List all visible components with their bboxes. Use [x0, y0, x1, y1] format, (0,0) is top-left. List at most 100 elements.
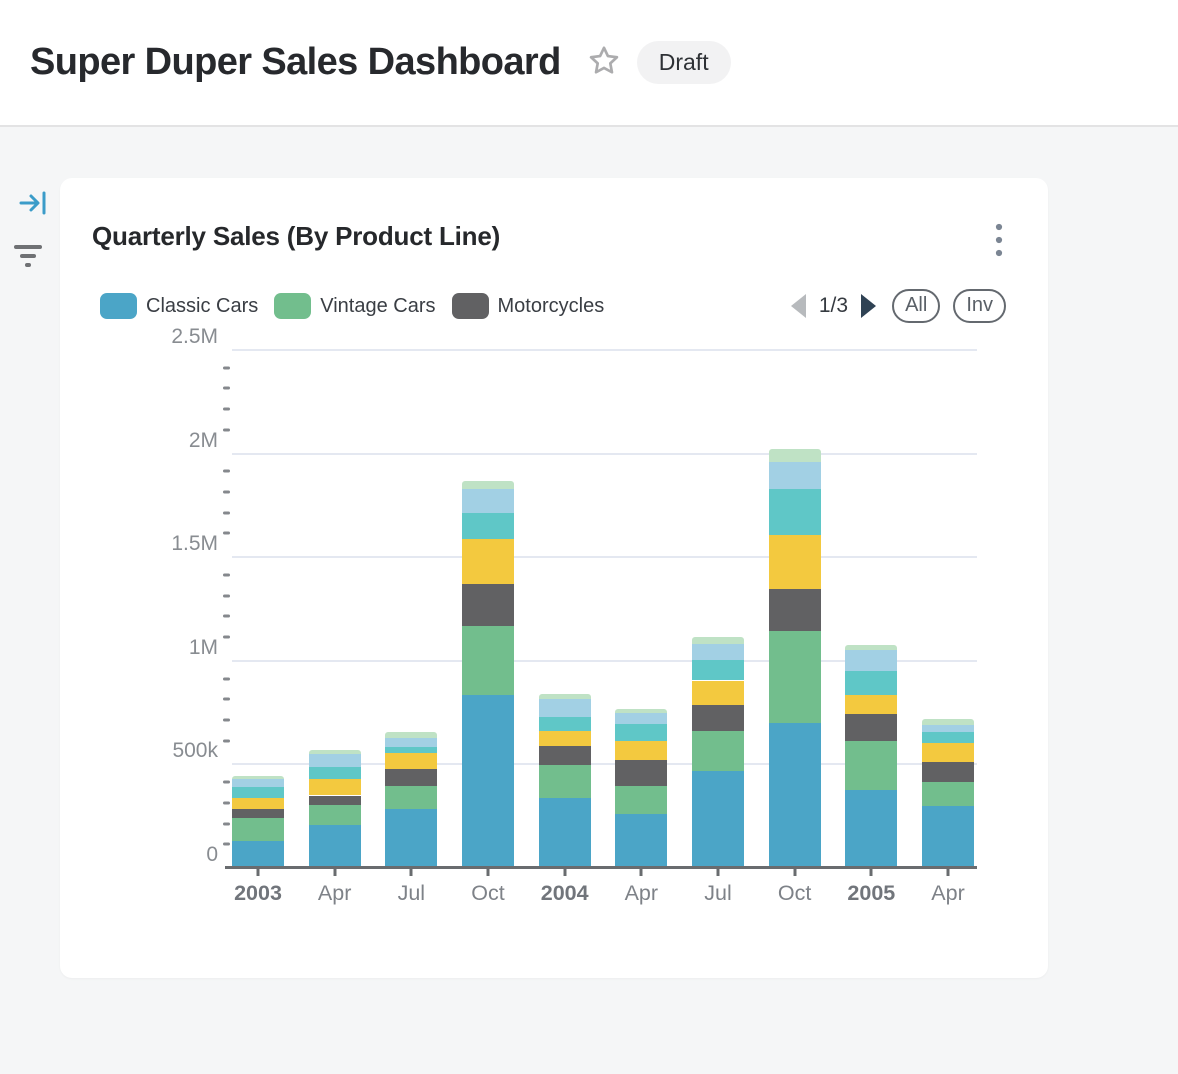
- bar-segment[interactable]: [692, 643, 744, 660]
- bar-segment[interactable]: [462, 626, 514, 696]
- invert-selection-button[interactable]: Inv: [953, 289, 1006, 323]
- legend-pager: 1/3: [790, 294, 877, 318]
- bar-segment[interactable]: [232, 778, 284, 788]
- filter-icon: [12, 245, 44, 272]
- y-axis-label: 0: [206, 843, 218, 866]
- bar-segment[interactable]: [845, 645, 898, 651]
- legend-item-vintage-cars[interactable]: Vintage Cars: [274, 293, 436, 319]
- favorite-button[interactable]: [585, 44, 623, 82]
- bar-segment[interactable]: [308, 795, 361, 806]
- bar-segment[interactable]: [308, 779, 361, 796]
- y-minor-tick: [223, 780, 230, 784]
- bar-segment[interactable]: [922, 732, 974, 743]
- legend-swatch: [100, 293, 137, 319]
- bar-segment[interactable]: [538, 797, 591, 868]
- status-badge: Draft: [636, 41, 731, 84]
- bar-segment[interactable]: [308, 824, 361, 868]
- bar-segment[interactable]: [768, 588, 821, 632]
- legend-item-classic-cars[interactable]: Classic Cars: [100, 293, 258, 319]
- bar-segment[interactable]: [922, 762, 974, 783]
- bar-segment[interactable]: [615, 786, 668, 814]
- bar-segment[interactable]: [462, 583, 514, 627]
- bar-segment[interactable]: [462, 539, 514, 584]
- bar-segment[interactable]: [232, 775, 284, 779]
- bar-segment[interactable]: [845, 650, 898, 671]
- bar-segment[interactable]: [232, 818, 284, 842]
- bar-segment[interactable]: [922, 805, 974, 868]
- bar-segment[interactable]: [232, 808, 284, 819]
- bar-segment[interactable]: [615, 740, 668, 760]
- bar-segment[interactable]: [232, 787, 284, 798]
- plot-area: 0 500k 1M 1.5M 2M 2.5M 2003 Apr Jul Oct 2004 Apr Jul…: [171, 325, 977, 905]
- bar-segment[interactable]: [308, 767, 361, 780]
- bar-segment[interactable]: [922, 718, 974, 725]
- bar-segment[interactable]: [232, 797, 284, 809]
- bar-segment[interactable]: [462, 489, 514, 514]
- collapse-panel-button[interactable]: [18, 189, 48, 220]
- legend-next-page-button[interactable]: [861, 294, 877, 318]
- card-menu-button[interactable]: [988, 220, 1010, 263]
- bar-segment[interactable]: [538, 764, 591, 798]
- bar-segment[interactable]: [462, 513, 514, 540]
- bar-segment[interactable]: [308, 753, 361, 768]
- bar-segment[interactable]: [385, 732, 438, 738]
- y-gridline: [232, 452, 977, 455]
- bar-segment[interactable]: [845, 789, 898, 868]
- select-all-button[interactable]: All: [892, 289, 941, 323]
- bar-segment[interactable]: [845, 714, 898, 742]
- bar-segment[interactable]: [385, 808, 438, 868]
- bar-segment[interactable]: [692, 730, 744, 771]
- bar-segment[interactable]: [922, 782, 974, 806]
- bar-segment[interactable]: [538, 717, 591, 731]
- bar-segment[interactable]: [768, 461, 821, 489]
- bar-segment[interactable]: [615, 813, 668, 868]
- bar-segment[interactable]: [845, 741, 898, 790]
- y-minor-tick: [223, 573, 230, 577]
- bar-segment[interactable]: [385, 747, 438, 753]
- bar-segment[interactable]: [462, 695, 514, 868]
- bar-segment[interactable]: [615, 759, 668, 787]
- bar-segment[interactable]: [232, 841, 284, 868]
- bar-segment[interactable]: [845, 695, 898, 715]
- bar-segment[interactable]: [615, 708, 668, 713]
- x-axis-label: Oct: [777, 881, 812, 905]
- bar-segment[interactable]: [692, 637, 744, 644]
- legend-item-motorcycles[interactable]: Motorcycles: [451, 293, 604, 319]
- bar-segment[interactable]: [768, 448, 821, 462]
- bar-segment[interactable]: [692, 659, 744, 681]
- bar-segment[interactable]: [538, 730, 591, 747]
- bar-segment[interactable]: [538, 693, 591, 699]
- bar-segment[interactable]: [768, 722, 821, 868]
- bar-segment[interactable]: [385, 786, 438, 809]
- x-axis-label: 2003: [234, 881, 282, 905]
- bar-segment[interactable]: [768, 535, 821, 589]
- x-axis-label: Jul: [397, 881, 426, 905]
- bar-segment[interactable]: [615, 723, 668, 741]
- y-minor-tick: [223, 366, 230, 370]
- bar-segment[interactable]: [385, 768, 438, 787]
- x-axis-line: [225, 866, 977, 869]
- bar-segment[interactable]: [385, 752, 438, 769]
- bar-segment[interactable]: [538, 746, 591, 765]
- bar-segment[interactable]: [615, 712, 668, 724]
- bar-segment[interactable]: [385, 737, 438, 748]
- y-minor-tick: [223, 842, 230, 846]
- bar-segment[interactable]: [692, 680, 744, 705]
- bar-segment[interactable]: [692, 704, 744, 731]
- bar-segment[interactable]: [768, 631, 821, 723]
- legend-row: Classic Cars Vintage Cars Motorcycles 1/…: [60, 288, 1048, 324]
- bar-segment[interactable]: [922, 742, 974, 763]
- filter-button[interactable]: [12, 241, 44, 272]
- bar-segment[interactable]: [462, 480, 514, 490]
- bar-segment[interactable]: [692, 770, 744, 868]
- bar-segment[interactable]: [308, 750, 361, 754]
- bar-segment[interactable]: [845, 670, 898, 696]
- x-axis-label: 2005: [847, 881, 896, 905]
- bar-segment[interactable]: [308, 805, 361, 825]
- legend-prev-page-button[interactable]: [790, 294, 806, 318]
- legend-page-indicator: 1/3: [818, 294, 849, 317]
- x-axis-tick: [716, 868, 720, 876]
- bar-segment[interactable]: [538, 698, 591, 718]
- bar-segment[interactable]: [922, 724, 974, 733]
- bar-segment[interactable]: [768, 488, 821, 536]
